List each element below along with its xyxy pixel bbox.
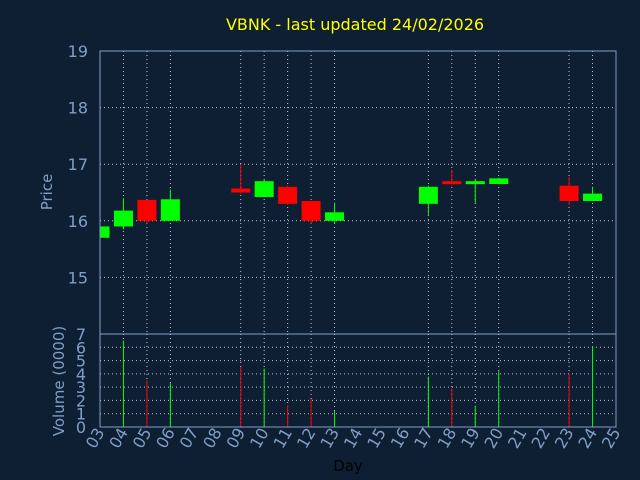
volume-grid — [100, 333, 616, 428]
candle-body-19 — [465, 181, 485, 185]
x-tick-label: 12 — [293, 425, 320, 452]
candle-body-12 — [301, 200, 321, 221]
x-tick-labels: 0304050607080910111213141516171819202122… — [82, 425, 625, 452]
x-tick-label: 20 — [481, 425, 508, 452]
x-tick-label: 22 — [527, 425, 554, 452]
candle-body-20 — [489, 178, 509, 185]
volume-tick-label: 6 — [76, 338, 86, 357]
price-tick-label: 15 — [68, 268, 88, 287]
x-tick-label: 16 — [387, 425, 414, 452]
x-tick-label: 11 — [269, 425, 296, 452]
volume-axis-label: Volume (0000) — [50, 326, 68, 436]
x-tick-label: 25 — [598, 425, 625, 452]
chart-title: VBNK - last updated 24/02/2026 — [226, 15, 484, 34]
price-tick-label: 19 — [68, 42, 88, 61]
x-tick-label: 04 — [105, 425, 132, 452]
volume-tick-label: 1 — [76, 405, 86, 424]
x-tick-label: 13 — [316, 425, 343, 452]
candle-body-18 — [442, 181, 462, 185]
candles — [99, 164, 603, 238]
x-tick-label: 21 — [504, 425, 531, 452]
x-tick-label: 17 — [410, 425, 437, 452]
candle-body-06 — [160, 199, 180, 221]
volume-tick-label: 3 — [76, 378, 86, 397]
price-tick-label: 16 — [68, 212, 88, 231]
volume-tick-label: 7 — [76, 325, 86, 344]
price-tick-label: 18 — [68, 99, 88, 118]
x-tick-label: 05 — [129, 425, 156, 452]
candle-body-03 — [100, 226, 110, 238]
x-tick-label: 10 — [246, 425, 273, 452]
x-tick-label: 23 — [551, 425, 578, 452]
volume-tick-label: 2 — [76, 391, 86, 410]
candle-body-13 — [325, 212, 345, 221]
x-tick-label: 07 — [176, 425, 203, 452]
candle-body-05 — [137, 199, 157, 221]
x-tick-label: 19 — [457, 425, 484, 452]
x-tick-label: 15 — [363, 425, 390, 452]
volume-tick-label: 4 — [76, 365, 86, 384]
x-tick-label: 18 — [434, 425, 461, 452]
x-tick-label: 06 — [152, 425, 179, 452]
price-grid — [100, 50, 616, 334]
candle-body-10 — [254, 181, 274, 198]
volume-panel-frame — [99, 333, 617, 428]
candle-body-04 — [113, 210, 133, 227]
candle-body-17 — [418, 186, 438, 204]
x-tick-label: 14 — [340, 425, 367, 452]
candle-body-09 — [231, 188, 251, 193]
candle-body-11 — [278, 186, 298, 204]
volume-tick-label: 0 — [76, 418, 86, 437]
x-tick-label: 09 — [223, 425, 250, 452]
price-axis-label: Price — [38, 174, 56, 211]
volume-bars — [99, 340, 594, 427]
price-panel-frame — [99, 50, 617, 335]
x-tick-label: 24 — [574, 425, 601, 452]
x-tick-label: 08 — [199, 425, 226, 452]
price-tick-labels: 15 16 17 18 19 — [68, 42, 88, 287]
volume-tick-label: 5 — [76, 352, 86, 371]
candle-body-23 — [559, 185, 579, 201]
candle-body-24 — [583, 193, 603, 201]
x-axis-label: Day — [333, 457, 363, 475]
price-tick-label: 17 — [68, 155, 88, 174]
